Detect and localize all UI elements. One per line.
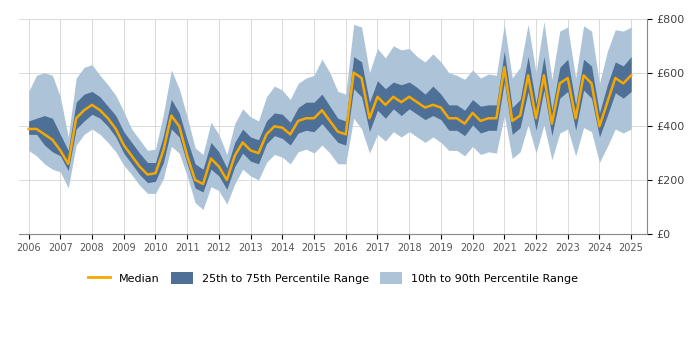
Legend: Median, 25th to 75th Percentile Range, 10th to 90th Percentile Range: Median, 25th to 75th Percentile Range, 1… xyxy=(83,268,582,288)
